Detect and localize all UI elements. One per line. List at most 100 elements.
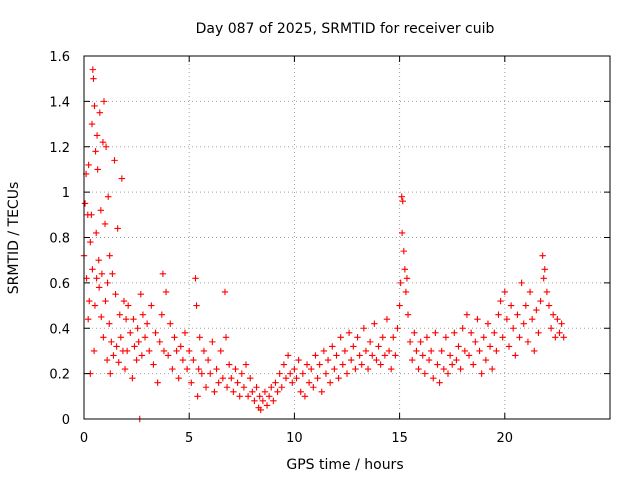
data-point [291, 365, 298, 373]
data-point [167, 320, 174, 327]
data-point [169, 365, 176, 373]
data-point [545, 302, 553, 309]
data-point [249, 388, 256, 395]
data-point [558, 320, 565, 327]
data-point [146, 347, 153, 355]
data-point [139, 311, 147, 318]
data-point [86, 297, 93, 305]
data-point [256, 393, 263, 400]
data-point [89, 266, 96, 273]
data-point [524, 338, 532, 346]
data-point [360, 325, 368, 332]
data-point [318, 388, 325, 395]
data-point [181, 329, 189, 336]
data-point [209, 338, 216, 346]
data-point [143, 320, 151, 327]
data-point [234, 379, 241, 386]
data-point [549, 311, 557, 318]
data-point [404, 311, 412, 318]
data-point [183, 365, 191, 373]
data-point [123, 347, 131, 355]
data-point [484, 320, 492, 327]
x-axis-label: GPS time / hours [286, 457, 403, 473]
data-point [423, 334, 431, 341]
data-point [204, 356, 212, 364]
data-point [124, 302, 132, 309]
data-point [192, 275, 199, 282]
data-point [158, 311, 166, 318]
data-point [535, 329, 542, 336]
data-point [236, 393, 243, 400]
data-point [293, 374, 300, 382]
data-point [541, 266, 548, 273]
plot-frame [83, 55, 611, 420]
data-point [417, 338, 424, 346]
data-point [556, 329, 563, 336]
data-point [495, 311, 502, 318]
data-point [356, 352, 363, 359]
data-point [516, 334, 523, 341]
data-point [453, 356, 460, 364]
y-tick-label: 1 [62, 186, 70, 201]
data-point [331, 365, 338, 373]
data-point [533, 306, 540, 314]
data-point [110, 352, 117, 359]
data-point [93, 275, 100, 282]
data-point [257, 406, 264, 414]
data-point [396, 302, 403, 309]
data-point [531, 347, 538, 355]
data-point [402, 288, 410, 296]
data-point [352, 365, 359, 373]
data-point [223, 384, 231, 391]
data-point [339, 361, 346, 368]
data-point [476, 347, 483, 355]
data-point [314, 374, 321, 382]
y-tick-label: 0.6 [49, 277, 70, 292]
data-point [486, 343, 494, 350]
data-point [499, 334, 506, 341]
data-point [263, 402, 271, 409]
data-point [400, 247, 408, 255]
data-point [193, 302, 200, 309]
data-point [324, 356, 332, 364]
data-point [99, 139, 107, 146]
y-tick-label: 1.4 [49, 95, 70, 110]
data-point [470, 361, 477, 368]
data-point [215, 379, 222, 386]
data-point [503, 315, 511, 323]
data-point [446, 352, 454, 359]
data-point [253, 384, 260, 391]
data-point [240, 384, 248, 391]
data-point [270, 397, 277, 405]
data-point [129, 374, 136, 382]
data-point [474, 315, 481, 323]
data-point [195, 365, 202, 373]
data-point [560, 334, 567, 341]
data-point [106, 320, 113, 327]
data-point [440, 365, 447, 373]
data-point [518, 279, 525, 287]
data-point [211, 388, 218, 395]
data-point [438, 347, 445, 355]
data-point [358, 361, 365, 368]
data-point [238, 370, 245, 377]
data-point [135, 338, 142, 346]
data-point [202, 384, 210, 391]
data-point [242, 361, 250, 368]
data-point [88, 120, 96, 128]
data-point [308, 365, 315, 373]
data-point [510, 325, 517, 332]
data-point [366, 338, 374, 346]
data-point [94, 166, 101, 173]
data-point [200, 347, 208, 355]
data-point [385, 347, 393, 355]
data-point [421, 370, 429, 377]
data-point [413, 347, 420, 355]
data-point [138, 352, 146, 359]
data-point [261, 388, 269, 395]
data-point [383, 315, 391, 323]
data-point [326, 379, 334, 386]
data-points [80, 66, 567, 423]
data-point [171, 334, 178, 341]
